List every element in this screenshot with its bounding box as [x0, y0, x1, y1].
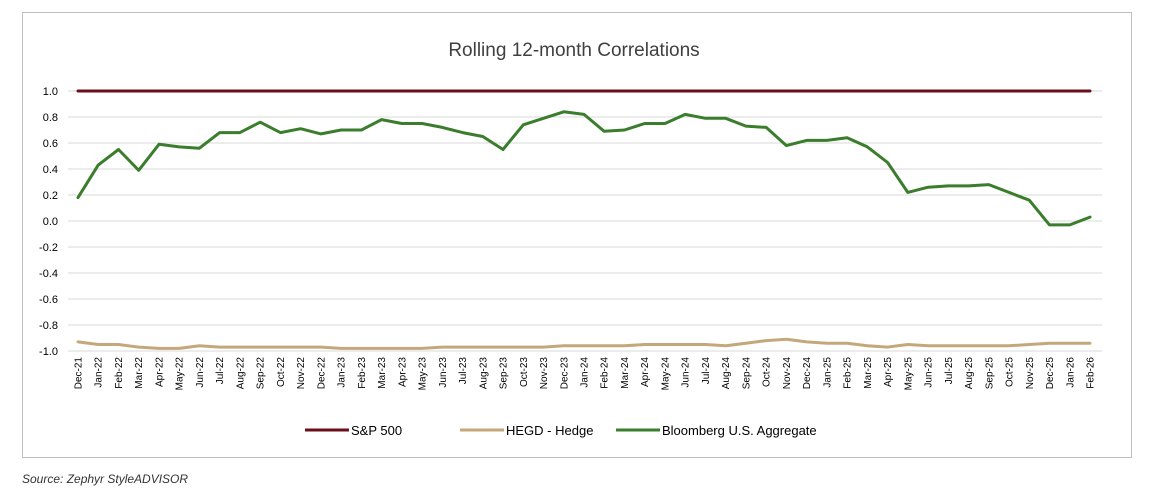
- x-tick-label: May-22: [175, 357, 186, 391]
- series-lines: [76, 89, 1092, 350]
- source-note: Source: Zephyr StyleADVISOR: [22, 472, 189, 486]
- x-tick-label: Mar-23: [377, 357, 388, 389]
- x-tick-label: Jul-25: [944, 357, 955, 385]
- x-tick-label: May-25: [903, 357, 914, 391]
- x-tick-label: Mar-25: [863, 357, 874, 389]
- x-tick-label: Dec-24: [802, 357, 813, 390]
- x-tick-label: Jul-24: [701, 357, 712, 385]
- x-tick-label: Jan-23: [337, 357, 348, 388]
- x-tick-label: Sep-25: [984, 357, 995, 390]
- x-tick-label: Apr-23: [397, 357, 408, 387]
- y-tick-label: -0.2: [39, 242, 58, 254]
- x-tick-label: May-23: [418, 357, 429, 391]
- x-tick-label: Jan-22: [94, 357, 105, 388]
- x-tick-label: Feb-25: [843, 357, 854, 389]
- y-tick-label: -1.0: [39, 346, 58, 358]
- x-tick-label: Nov-23: [539, 357, 550, 390]
- x-tick-label: Feb-26: [1086, 357, 1097, 389]
- x-tick-label: Jan-26: [1065, 357, 1076, 388]
- y-tick-label: 1.0: [43, 86, 58, 98]
- x-tick-label: Jun-23: [438, 357, 449, 388]
- x-tick-label: Jan-25: [822, 357, 833, 388]
- chart-title: Rolling 12-month Correlations: [448, 40, 699, 61]
- x-tick-label: Dec-23: [559, 357, 570, 390]
- legend-label-hegd-hedge: HEGD - Hedge: [506, 423, 593, 438]
- x-tick-label: Sep-23: [499, 357, 510, 390]
- x-tick-label: Nov-22: [296, 357, 307, 390]
- x-tick-label: Dec-22: [316, 357, 327, 390]
- series-line-bloomberg-u-s-aggregate: [76, 110, 1092, 227]
- y-tick-label: -0.4: [39, 268, 58, 280]
- chart-frame: [22, 12, 1132, 458]
- x-tick-label: Aug-23: [478, 357, 489, 390]
- x-tick-label: Aug-24: [721, 357, 732, 390]
- x-tick-label: Mar-24: [620, 357, 631, 389]
- x-tick-label: Oct-23: [519, 357, 530, 387]
- y-tick-label: -0.8: [39, 320, 58, 332]
- x-tick-label: Feb-22: [114, 357, 125, 389]
- x-tick-label: Dec-21: [74, 357, 85, 390]
- y-tick-label: -0.6: [39, 294, 58, 306]
- x-tick-label: Apr-25: [883, 357, 894, 387]
- x-tick-label: Feb-24: [600, 357, 611, 389]
- x-tick-label: Oct-25: [1005, 357, 1016, 387]
- x-tick-label: Aug-22: [235, 357, 246, 390]
- legend-label-s-p-500: S&P 500: [351, 423, 402, 438]
- x-tick-label: Oct-22: [276, 357, 287, 387]
- y-tick-label: 0.6: [43, 138, 58, 150]
- x-tick-label: May-24: [660, 357, 671, 391]
- y-tick-label: 0.2: [43, 190, 58, 202]
- series-line-hegd-hedge: [76, 337, 1092, 350]
- y-tick-label: 0.8: [43, 112, 58, 124]
- x-tick-label: Nov-25: [1025, 357, 1036, 390]
- x-tick-label: Oct-24: [762, 357, 773, 387]
- x-tick-label: Apr-22: [154, 357, 165, 387]
- x-tick-label: Jun-22: [195, 357, 206, 388]
- x-tick-label: Sep-24: [741, 357, 752, 390]
- x-tick-label: Mar-22: [134, 357, 145, 389]
- x-tick-label: Aug-25: [964, 357, 975, 390]
- x-tick-label: Apr-24: [640, 357, 651, 387]
- gridlines: [68, 90, 1102, 352]
- x-tick-label: Jul-22: [215, 357, 226, 385]
- y-axis-ticks: 1.0 0.8 0.6 0.4 0.2 0.0 -0.2 -0.4 -0.6 -0.8 -1.0: [39, 86, 58, 358]
- x-tick-label: Jan-24: [580, 357, 591, 388]
- x-tick-label: Jun-24: [681, 357, 692, 388]
- x-tick-label: Nov-24: [782, 357, 793, 390]
- legend-label-bloomberg-u-s-aggregate: Bloomberg U.S. Aggregate: [662, 423, 817, 438]
- x-tick-label: Feb-23: [357, 357, 368, 389]
- y-tick-label: 0.0: [43, 216, 58, 228]
- x-tick-label: Dec-25: [1045, 357, 1056, 390]
- y-tick-label: 0.4: [43, 164, 58, 176]
- x-tick-label: Jun-25: [924, 357, 935, 388]
- x-tick-label: Sep-22: [256, 357, 267, 390]
- x-tick-label: Jul-23: [458, 357, 469, 385]
- legend: S&P 500 HEGD - Hedge Bloomberg U.S. Aggreg…: [305, 423, 817, 438]
- x-axis-ticks: Dec-21 Jan-22 Feb-22 Mar-22 Apr-22 May-22 Jun-…: [74, 357, 1097, 391]
